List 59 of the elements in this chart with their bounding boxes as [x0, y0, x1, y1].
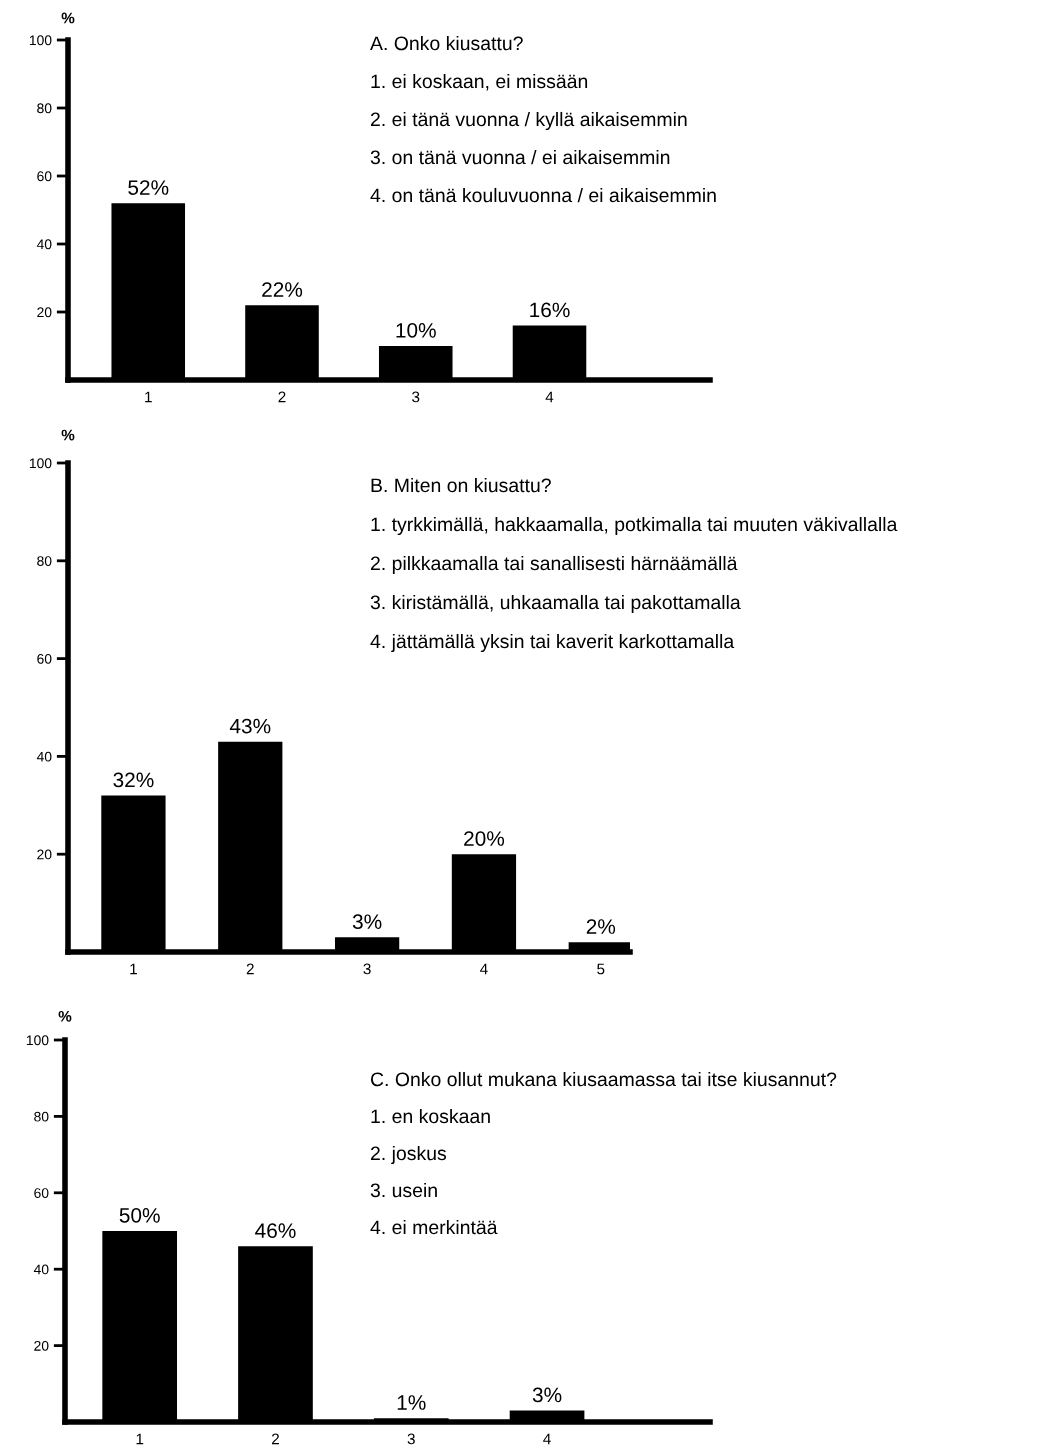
x-tick-label: 1	[145, 391, 152, 403]
data-label: 16%	[530, 302, 570, 318]
text: B. Miten on kiusattu?	[371, 477, 551, 493]
data-label: 50%	[119, 1207, 160, 1223]
y-tick-label: 80	[34, 1111, 49, 1122]
annotation: 1. tyrkkimällä, hakkaamalla, potkimalla tai muuten väkivallalla	[371, 516, 898, 536]
annotation: 3. usein	[370, 1182, 437, 1198]
data-label: 32%	[113, 772, 154, 788]
data-label: 3%	[532, 1387, 562, 1403]
y-tick-label: 20	[37, 307, 52, 318]
y-tick-label: 20	[34, 1340, 49, 1351]
annotation: 2. joskus	[370, 1145, 447, 1165]
x-tick-label: 2	[246, 963, 254, 975]
y-tick-label: 40	[33, 1264, 49, 1275]
x-tick-label: 4	[480, 963, 488, 975]
annotation: 4. on tänä kouluvuonna / ei aikaisemmin	[370, 187, 716, 203]
x-tick-label: 2	[278, 391, 286, 403]
y-tick-label: 80	[37, 103, 52, 114]
x-tick-label: 3	[412, 391, 420, 403]
annotation: 3. on tänä vuonna / ei aikaisemmin	[370, 149, 670, 165]
annotation: 1. en koskaan	[371, 1108, 490, 1124]
data-label: 46%	[255, 1223, 296, 1238]
data-label: 22%	[262, 282, 303, 297]
annotation: 4. jättämällä yksin tai kaverit karkottamalla	[370, 633, 735, 653]
y-tick-label: 100	[26, 1035, 49, 1046]
y-tick-label: 20	[37, 849, 52, 860]
y-tick-label: 80	[37, 556, 52, 566]
y-tick-label: 100	[29, 458, 52, 469]
data-label: 20%	[464, 831, 505, 846]
x-tick-label: 3	[407, 1433, 415, 1445]
y-axis-title: %	[61, 429, 75, 441]
y-axis-title: %	[61, 12, 75, 24]
annotation: 3. kiristämällä, uhkaamalla tai pakottamalla	[370, 594, 741, 614]
annotation: 2. pilkkaamalla tai sanallisesti härnäämällä	[370, 555, 738, 575]
data-label: 10%	[396, 322, 436, 338]
x-tick-label: 4	[543, 1433, 551, 1445]
annotation: 1. ei koskaan, ei missään	[371, 73, 588, 91]
annotation: 2. ei tänä vuonna / kyllä aikaisemmin	[370, 111, 687, 131]
x-tick-label: 5	[597, 963, 605, 975]
data-label: 43%	[229, 718, 271, 734]
y-tick-label: 40	[36, 239, 52, 250]
x-tick-label: 3	[363, 963, 371, 975]
y-tick-label: 60	[37, 653, 52, 664]
y-axis-title: %	[58, 1010, 72, 1022]
data-label: 52%	[128, 180, 169, 195]
chart-title: A. Onko kiusattu?	[370, 35, 523, 51]
x-tick-label: 4	[545, 391, 554, 403]
annotation: 4. ei merkintää	[370, 1219, 498, 1235]
data-label: 1%	[397, 1395, 426, 1410]
y-tick-label: 60	[34, 1188, 49, 1198]
text: C. Onko ollut mukana kiusaamassa tai itse kiusannut?	[370, 1071, 837, 1087]
y-tick-label: 60	[37, 171, 52, 182]
x-tick-label: 1	[136, 1433, 144, 1445]
x-tick-label: 1	[130, 963, 137, 975]
y-tick-label: 100	[29, 35, 52, 46]
y-tick-label: 40	[36, 751, 52, 762]
x-tick-label: 2	[271, 1433, 279, 1445]
data-label: 2%	[586, 919, 616, 934]
data-label: 3%	[352, 914, 382, 930]
